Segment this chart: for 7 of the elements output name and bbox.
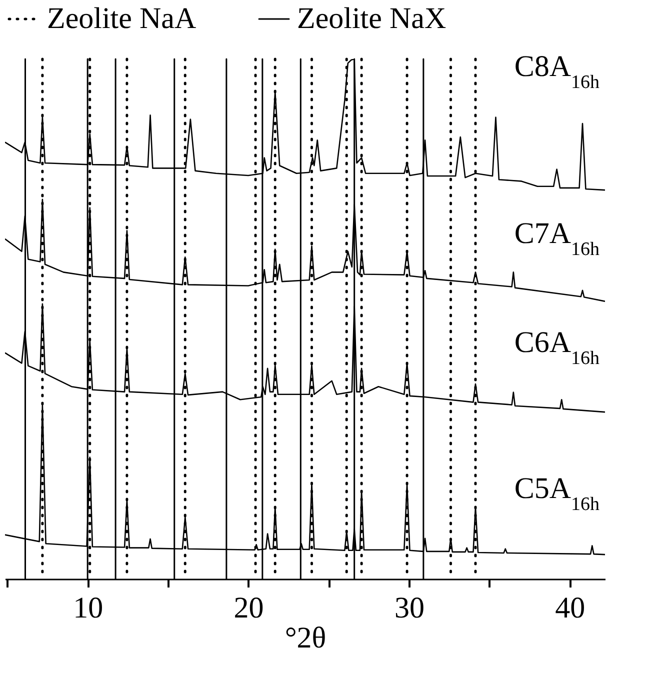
x-tick-label: 20	[234, 592, 264, 624]
legend-label: Zeolite NaX	[297, 2, 446, 35]
x-tick-label: 30	[394, 592, 424, 624]
legend-label: Zeolite NaA	[47, 2, 196, 35]
x-tick-label: 40	[555, 592, 586, 624]
x-axis-title: °2θ	[284, 622, 326, 654]
x-tick-label: 10	[73, 592, 104, 624]
